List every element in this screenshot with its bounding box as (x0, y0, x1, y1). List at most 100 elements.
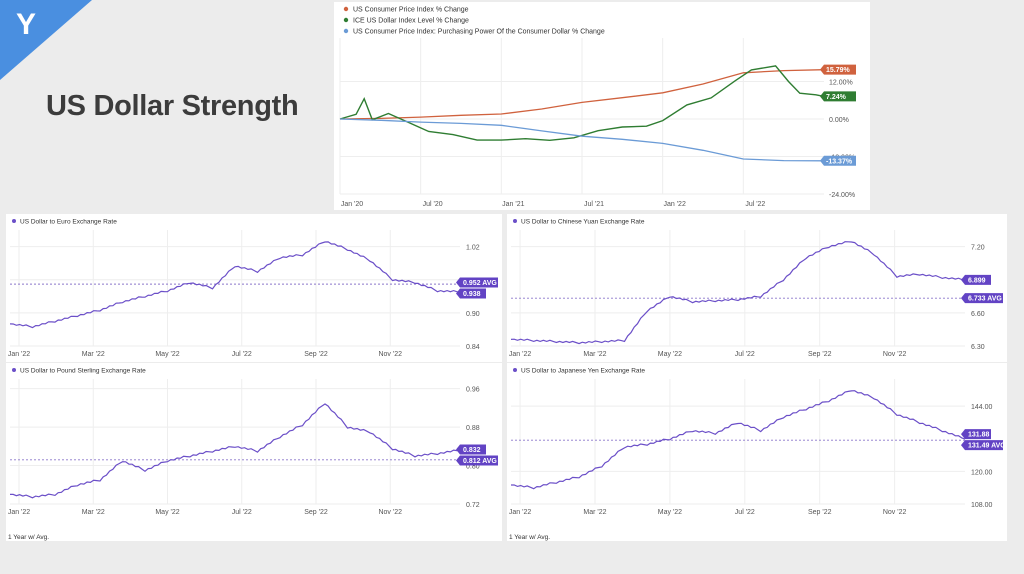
average-value-label: 131.49 AVG (968, 443, 1006, 450)
x-tick-label: Jan '22 (8, 509, 30, 516)
x-tick-label: Jul '22 (232, 509, 252, 516)
y-tick-label: -24.00% (829, 192, 855, 199)
x-tick-label: Jan '21 (502, 201, 524, 208)
slide-title: US Dollar Strength (46, 90, 299, 122)
last-value-badge (961, 274, 991, 285)
x-tick-label: May '22 (658, 351, 682, 358)
average-value-badge (961, 293, 1003, 304)
y-tick-label: 108.00 (971, 502, 993, 509)
x-tick-label: Sep '22 (304, 509, 328, 516)
last-value-badge (456, 288, 486, 299)
y-tick-label: 6.30 (971, 344, 985, 351)
chart-title-marker (513, 219, 517, 223)
svg-text:Y: Y (16, 8, 36, 41)
x-tick-label: May '22 (155, 509, 179, 516)
x-tick-label: Nov '22 (378, 351, 402, 358)
x-tick-label: Jul '21 (584, 201, 604, 208)
last-value-label: 131.88 (968, 432, 990, 439)
y-tick-label: 7.20 (971, 245, 985, 252)
legend-label-1: ICE US Dollar Index Level % Change (353, 18, 469, 25)
x-tick-label: Mar '22 (583, 351, 606, 358)
y-tick-label: 0.80 (466, 464, 480, 471)
last-value-badge (961, 429, 991, 440)
chart-panel-usd-eur: US Dollar to Euro Exchange Rate1.020.960… (6, 214, 502, 362)
x-tick-label: Jul '22 (735, 509, 755, 516)
end-value-badge-0 (820, 64, 856, 75)
x-tick-label: Jul '22 (745, 201, 765, 208)
x-tick-label: Jan '22 (8, 351, 30, 358)
x-tick-label: Nov '22 (883, 351, 907, 358)
legend-label-2: US Consumer Price Index: Purchasing Powe… (353, 29, 605, 36)
chart-footer: 1 Year w/ Avg. (509, 534, 550, 541)
legend-marker-2 (343, 28, 349, 34)
chart-title-marker (513, 368, 517, 372)
x-tick-label: Jan '22 (509, 351, 531, 358)
x-tick-label: Sep '22 (808, 351, 832, 358)
y-tick-label: 120.00 (971, 469, 993, 476)
x-tick-label: May '22 (155, 351, 179, 358)
y-tick-label: 144.00 (971, 404, 993, 411)
chart-panel-inflation-dollar-index: US Consumer Price Index % Change ICE US D… (334, 2, 870, 210)
x-tick-label: Mar '22 (82, 351, 105, 358)
end-value-label-1: 7.24% (826, 94, 847, 101)
series-line (511, 390, 966, 490)
chart-title-marker (12, 219, 16, 223)
end-value-label-0: 15.79% (826, 67, 851, 74)
average-value-label: 0.812 AVG (463, 458, 497, 465)
series-line-1 (339, 65, 825, 142)
x-tick-label: Mar '22 (583, 509, 606, 516)
y-tick-label: 0.96 (466, 387, 480, 394)
x-tick-label: Mar '22 (82, 509, 105, 516)
end-value-badge-1 (820, 91, 856, 102)
chart-title: US Dollar to Chinese Yuan Exchange Rate (521, 219, 645, 226)
series-line (10, 403, 461, 499)
series-line-0 (339, 69, 825, 120)
x-tick-label: Jan '20 (341, 201, 363, 208)
x-tick-label: Jan '22 (509, 509, 531, 516)
chart-inflation-dollar-index: US Consumer Price Index % Change ICE US D… (339, 6, 856, 208)
chart-title-marker (12, 368, 16, 372)
x-tick-label: Sep '22 (808, 509, 832, 516)
x-tick-label: Nov '22 (883, 509, 907, 516)
x-tick-label: Jul '20 (423, 201, 443, 208)
x-tick-label: Jan '22 (663, 201, 685, 208)
average-value-label: 0.952 AVG (463, 280, 497, 287)
series-line (510, 241, 966, 345)
end-value-label-2: -13.37% (826, 158, 853, 165)
chart-usd-gbp: US Dollar to Pound Sterling Exchange Rat… (8, 368, 498, 541)
chart-panel-usd-gbp: US Dollar to Pound Sterling Exchange Rat… (6, 363, 502, 541)
last-value-badge (456, 444, 486, 455)
x-tick-label: Sep '22 (304, 351, 328, 358)
chart-panel-usd-jpy: US Dollar to Japanese Yen Exchange Rate 1… (507, 363, 1007, 541)
series-line (9, 241, 461, 329)
chart-panel-usd-cny: US Dollar to Chinese Yuan Exchange Rate 7… (507, 214, 1007, 362)
legend-marker-0 (343, 6, 349, 12)
x-tick-label: Nov '22 (378, 509, 402, 516)
y-tick-label: 0.90 (466, 311, 480, 318)
chart-title: US Dollar to Euro Exchange Rate (20, 219, 117, 226)
series-line-2 (339, 118, 825, 162)
y-tick-label: 0.72 (466, 502, 480, 509)
x-tick-label: May '22 (658, 509, 682, 516)
y-tick-label: 1.02 (466, 245, 480, 252)
chart-title: US Dollar to Japanese Yen Exchange Rate (521, 368, 645, 375)
average-value-badge (456, 277, 498, 288)
average-value-badge (456, 455, 498, 466)
last-value-label: 6.899 (968, 277, 986, 284)
average-value-badge (961, 440, 1003, 451)
y-tick-label: 0.88 (466, 425, 480, 432)
legend-marker-1 (343, 17, 349, 23)
end-value-badge-2 (820, 155, 856, 166)
average-value-label: 6.733 AVG (968, 296, 1002, 303)
y-tick-label: 12.00% (829, 80, 853, 87)
y-tick-label: 6.60 (971, 311, 985, 318)
chart-usd-jpy: US Dollar to Japanese Yen Exchange Rate 1… (509, 368, 1006, 542)
last-value-label: 0.938 (463, 291, 481, 298)
x-tick-label: Jul '22 (735, 351, 755, 358)
chart-usd-eur: US Dollar to Euro Exchange Rate1.020.960… (8, 219, 498, 358)
y-tick-label: 0.84 (466, 344, 480, 351)
last-value-label: 0.832 (463, 447, 481, 454)
y-tick-label: 0.00% (829, 117, 849, 124)
chart-usd-cny: US Dollar to Chinese Yuan Exchange Rate 7… (509, 219, 1003, 358)
chart-title: US Dollar to Pound Sterling Exchange Rat… (20, 368, 146, 375)
